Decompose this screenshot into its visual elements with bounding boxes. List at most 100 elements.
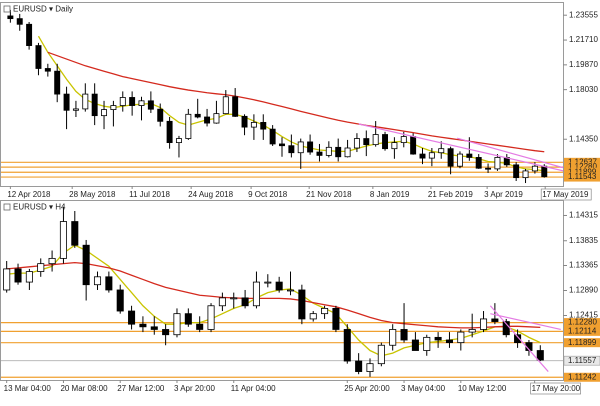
candle-body <box>336 147 341 156</box>
y-tick-label: 1.13835 <box>569 236 598 245</box>
candle-body <box>148 101 153 109</box>
candle-body <box>15 269 21 282</box>
candle-body <box>251 122 256 127</box>
candle-body <box>333 308 339 329</box>
y-tick-label: 1.23555 <box>569 10 598 19</box>
candle-body <box>317 152 322 155</box>
candle-body <box>458 332 464 343</box>
candle-body <box>457 154 462 166</box>
candle-body <box>120 97 125 105</box>
candle-body <box>72 222 78 246</box>
candle-body <box>344 329 350 361</box>
candle-body <box>223 97 228 114</box>
candle-body <box>476 157 481 168</box>
candle-body <box>253 282 259 306</box>
candle-body <box>4 269 10 290</box>
x-tick-label: 21 Feb 2019 <box>428 190 473 199</box>
candle-body <box>197 324 203 329</box>
candle-body <box>242 298 248 306</box>
candle-body <box>364 139 369 145</box>
candle-body <box>185 314 191 325</box>
candle-body <box>401 137 406 143</box>
candle-body <box>401 329 407 340</box>
candle-body <box>270 129 275 144</box>
candle-body <box>532 166 537 171</box>
candle-body <box>83 94 88 109</box>
candle-body <box>83 245 89 284</box>
candle-body <box>492 319 498 322</box>
candle-body <box>446 340 452 343</box>
candle-body <box>214 114 219 123</box>
x-tick-label: 11 Apr 04:00 <box>231 384 276 393</box>
x-tick-label: 11 Jul 2018 <box>129 190 170 199</box>
candle-body <box>345 148 350 157</box>
candle-body <box>176 139 181 143</box>
candle-body <box>204 117 209 123</box>
chart-title: EURUSD ▾ Daily <box>13 5 73 14</box>
candle-body <box>17 19 22 25</box>
candle-body <box>60 222 66 259</box>
candle-body <box>233 97 238 117</box>
candle-body <box>514 165 519 178</box>
candle-body <box>195 114 200 117</box>
candle-body <box>38 264 44 272</box>
x-tick-label: 3 May 04:00 <box>401 384 446 393</box>
candle-body <box>55 71 60 94</box>
candle-body <box>424 337 430 350</box>
candle-body <box>373 135 378 145</box>
x-tick-label: 12 Apr 2018 <box>7 190 51 199</box>
candle-body <box>151 327 157 330</box>
level-price-label: 1.11242 <box>568 372 597 381</box>
chart-title: EURUSD ▾ H4 <box>13 203 66 212</box>
level-price-label: 1.12280 <box>568 318 597 327</box>
candle-body <box>523 171 528 178</box>
candle-body <box>231 298 237 299</box>
candle-body <box>390 329 396 345</box>
candle-body <box>485 168 490 169</box>
candle-body <box>64 94 69 110</box>
candle-body <box>537 351 543 360</box>
x-tick-label: 9 Oct 2018 <box>248 190 288 199</box>
candle-body <box>356 361 362 372</box>
x-tick-label: 20 Mar 08:00 <box>60 384 108 393</box>
candle-body <box>495 157 500 168</box>
candle-body <box>101 110 106 116</box>
candle-body <box>429 153 434 158</box>
candle-body <box>469 329 475 332</box>
candle-body <box>219 298 225 306</box>
candle-body <box>299 290 305 319</box>
candle-body <box>382 135 387 149</box>
candle-body <box>298 142 303 153</box>
candle-body <box>467 154 472 157</box>
x-tick-label: 17 May 2019 <box>542 190 589 199</box>
y-tick-label: 1.14350 <box>569 134 598 143</box>
current-price-label: 1.11557 <box>568 356 597 365</box>
candle-body <box>139 101 144 106</box>
x-tick-label: 21 Nov 2018 <box>306 190 352 199</box>
candle-body <box>36 46 41 69</box>
candle-body <box>27 24 32 45</box>
y-tick-label: 1.12890 <box>569 286 598 295</box>
candle-body <box>73 109 78 110</box>
candle-body <box>276 282 282 290</box>
candle-body <box>326 147 331 155</box>
y-tick-label: 1.13365 <box>569 261 598 270</box>
level-price-label: 1.11899 <box>568 338 597 347</box>
candle-body <box>45 68 50 71</box>
title-icon <box>4 204 10 210</box>
candle-body <box>92 94 97 116</box>
candle-body <box>242 116 247 127</box>
candle-body <box>8 16 13 19</box>
candle-body <box>265 282 271 283</box>
candle-body <box>94 277 100 285</box>
candle-body <box>287 290 293 291</box>
candle-body <box>439 149 444 153</box>
candle-body <box>378 345 384 363</box>
candle-body <box>158 109 163 121</box>
candle-body <box>163 329 169 334</box>
x-tick-label: 27 Mar 12:00 <box>117 384 165 393</box>
candle-body <box>392 143 397 149</box>
candle-body <box>448 149 453 167</box>
x-tick-label: 17 May 20:00 <box>532 384 581 393</box>
